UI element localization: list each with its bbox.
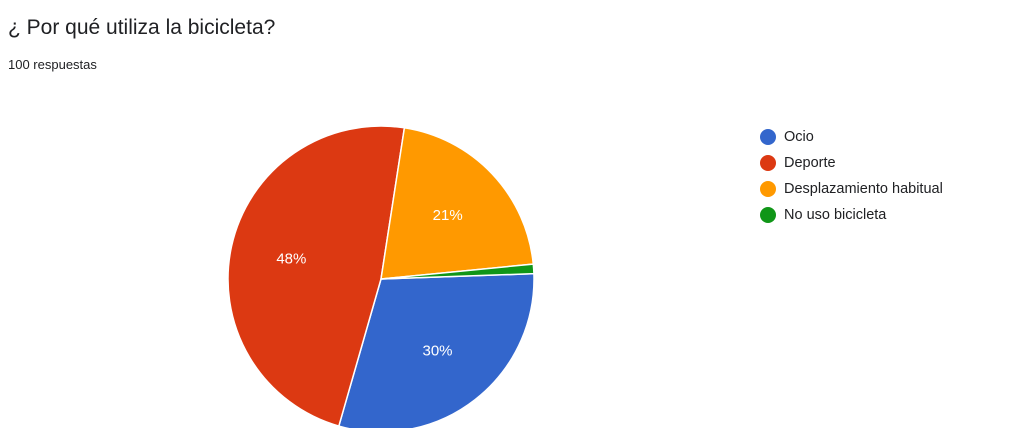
legend-item: Desplazamiento habitual [760, 176, 943, 202]
legend-label: Desplazamiento habitual [784, 181, 943, 197]
legend-item: Ocio [760, 124, 943, 150]
legend-swatch-icon [760, 207, 776, 223]
legend-label: Ocio [784, 129, 814, 145]
slice-label-0: 30% [423, 342, 453, 359]
legend-label: Deporte [784, 155, 836, 171]
legend-label: No uso bicicleta [784, 207, 887, 223]
legend-item: Deporte [760, 150, 943, 176]
legend-swatch-icon [760, 155, 776, 171]
chart-title: ¿ Por qué utiliza la bicicleta? [8, 16, 276, 39]
pie-slice-0 [337, 272, 535, 428]
pie-slice-1 [227, 125, 406, 428]
pie-slice-3 [380, 263, 535, 280]
legend-item: No uso bicicleta [760, 202, 943, 228]
legend-swatch-icon [760, 181, 776, 197]
legend-swatch-icon [760, 129, 776, 145]
response-count: 100 respuestas [8, 57, 97, 72]
slice-label-1: 48% [276, 250, 306, 267]
slice-label-2: 21% [433, 207, 463, 224]
pie-slice-2 [380, 126, 535, 280]
chart-legend: Ocio Deporte Desplazamiento habitual No uso… [760, 124, 943, 228]
